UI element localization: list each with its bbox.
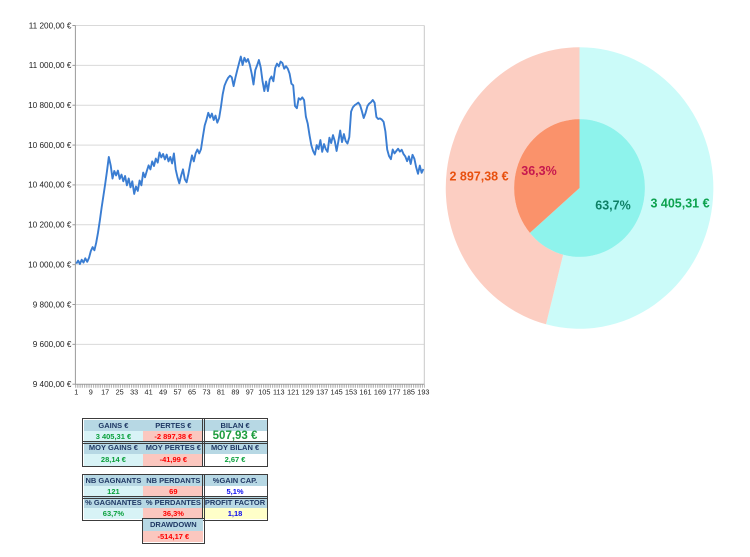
svg-text:97: 97 bbox=[246, 388, 254, 397]
svg-text:63,7%: 63,7% bbox=[595, 199, 630, 213]
svg-text:11 000,00 €: 11 000,00 € bbox=[29, 61, 72, 70]
svg-text:3 405,31 €: 3 405,31 € bbox=[650, 197, 709, 211]
svg-text:89: 89 bbox=[231, 388, 239, 397]
svg-text:49: 49 bbox=[159, 388, 167, 397]
svg-text:65: 65 bbox=[188, 388, 196, 397]
svg-text:33: 33 bbox=[130, 388, 138, 397]
svg-text:2 897,38 €: 2 897,38 € bbox=[449, 170, 508, 184]
svg-text:169: 169 bbox=[374, 388, 386, 397]
svg-text:9 800,00 €: 9 800,00 € bbox=[33, 300, 72, 309]
svg-text:81: 81 bbox=[217, 388, 225, 397]
svg-text:10 600,00 €: 10 600,00 € bbox=[28, 141, 72, 150]
svg-text:73: 73 bbox=[202, 388, 210, 397]
svg-text:57: 57 bbox=[173, 388, 181, 397]
svg-text:153: 153 bbox=[345, 388, 357, 397]
svg-text:145: 145 bbox=[331, 388, 343, 397]
svg-text:193: 193 bbox=[417, 388, 429, 397]
svg-text:9 400,00 €: 9 400,00 € bbox=[33, 380, 72, 389]
svg-text:113: 113 bbox=[273, 388, 285, 397]
svg-text:11 200,00 €: 11 200,00 € bbox=[29, 21, 72, 30]
svg-text:10 800,00 €: 10 800,00 € bbox=[28, 101, 72, 110]
svg-text:10 200,00 €: 10 200,00 € bbox=[28, 221, 72, 230]
svg-text:10 000,00 €: 10 000,00 € bbox=[28, 260, 72, 269]
svg-text:41: 41 bbox=[145, 388, 153, 397]
svg-text:105: 105 bbox=[258, 388, 270, 397]
svg-text:177: 177 bbox=[388, 388, 400, 397]
svg-text:25: 25 bbox=[116, 388, 124, 397]
svg-text:9 600,00 €: 9 600,00 € bbox=[33, 340, 72, 349]
svg-text:10 400,00 €: 10 400,00 € bbox=[28, 181, 72, 190]
svg-text:17: 17 bbox=[101, 388, 109, 397]
svg-text:185: 185 bbox=[403, 388, 415, 397]
svg-text:9: 9 bbox=[89, 388, 93, 397]
svg-text:1: 1 bbox=[74, 388, 78, 397]
svg-text:161: 161 bbox=[359, 388, 371, 397]
svg-text:129: 129 bbox=[302, 388, 314, 397]
svg-text:137: 137 bbox=[316, 388, 328, 397]
svg-text:121: 121 bbox=[287, 388, 299, 397]
svg-text:36,3%: 36,3% bbox=[521, 164, 556, 178]
